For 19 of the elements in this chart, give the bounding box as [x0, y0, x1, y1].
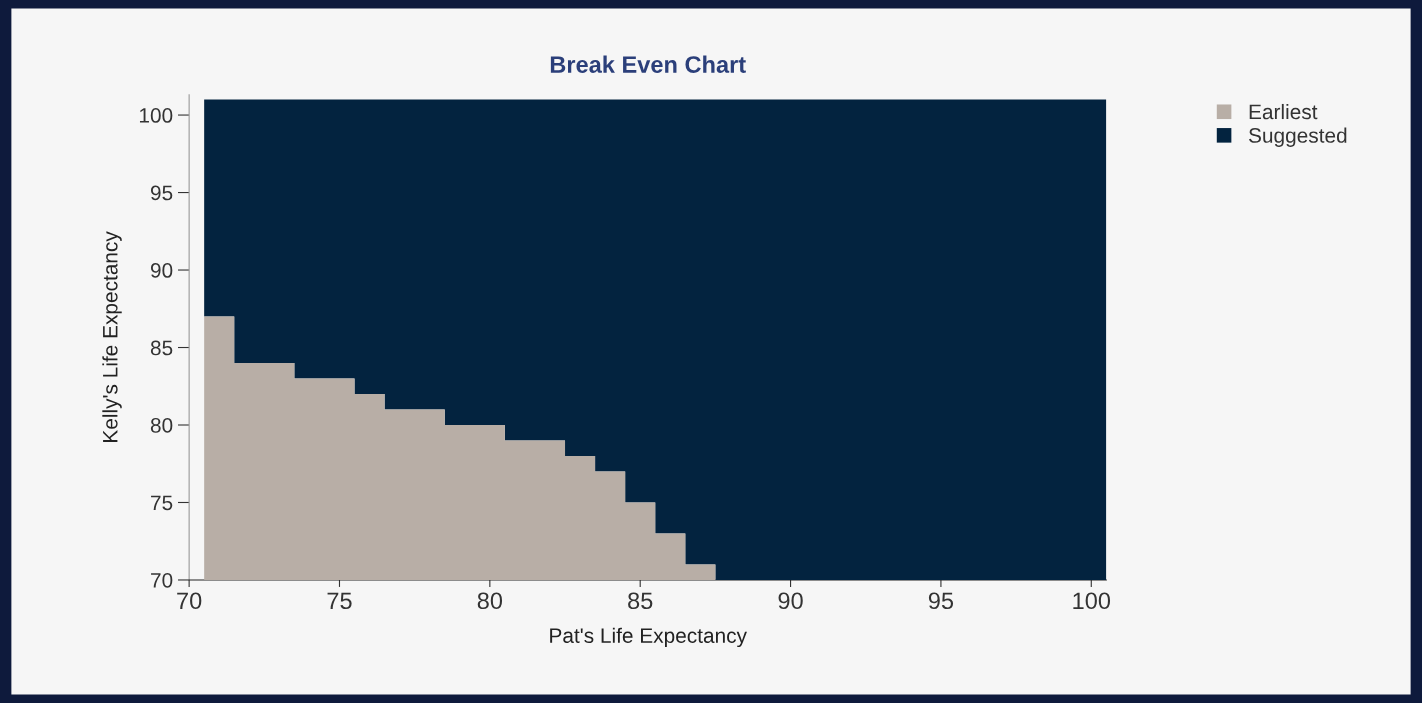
y-tick-label: 100	[139, 108, 173, 123]
y-tick-label: 95	[150, 185, 173, 201]
y-tick-label: 85	[150, 340, 173, 356]
x-tick-label: 85	[628, 592, 653, 610]
y-tick-label: 80	[150, 418, 173, 433]
y-tick-label: 75	[151, 495, 173, 511]
legend-label: Earliest	[1249, 103, 1318, 120]
legend-label: Suggested	[1248, 127, 1347, 147]
x-tick-label: 75	[327, 592, 352, 610]
x-tick-label: 80	[477, 592, 503, 610]
x-axis-title: Pat's Life Expectancy	[550, 627, 747, 648]
y-tick-label: 70	[151, 572, 173, 588]
chart-title: Break Even Chart	[550, 55, 746, 73]
x-tick-label: 95	[928, 592, 954, 610]
y-axis-title: Kelly's Life Expectancy	[102, 231, 122, 442]
x-tick-label: 90	[778, 592, 803, 610]
x-tick-label: 100	[1073, 592, 1111, 610]
y-tick-label: 90	[150, 263, 173, 278]
x-tick-label: 70	[177, 592, 202, 610]
